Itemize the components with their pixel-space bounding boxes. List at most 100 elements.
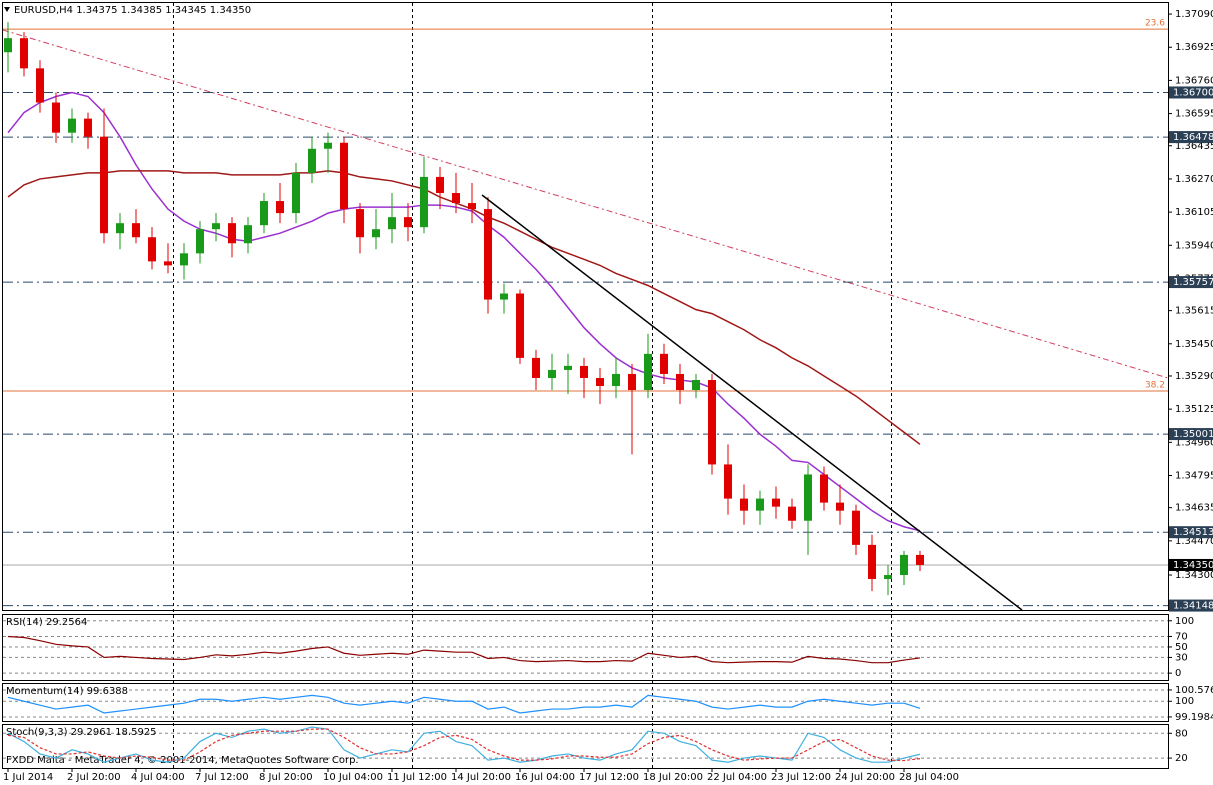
momentum-panel xyxy=(2,683,1169,722)
level-label-box xyxy=(1169,276,1213,289)
current-price-box xyxy=(1169,558,1213,571)
x-tick-label: 11 Jul 12:00 xyxy=(387,772,447,783)
y-tick-label: 100 xyxy=(1175,696,1194,707)
candle-body xyxy=(756,498,764,511)
candle-body xyxy=(468,203,476,210)
candle-body xyxy=(84,118,92,137)
stoch-panel xyxy=(2,724,1169,769)
indicator-line xyxy=(7,635,921,664)
candle-body xyxy=(196,229,204,254)
level-label-box xyxy=(1169,599,1213,612)
main-panel xyxy=(2,2,1169,611)
y-tick-label: 1.36105 xyxy=(1175,207,1213,218)
candle-body xyxy=(244,225,252,244)
candle-body xyxy=(276,201,284,214)
x-tick-label: 10 Jul 04:00 xyxy=(323,772,383,783)
panel-frames xyxy=(2,2,1169,769)
copyright: FXDD Malta - MetaTrader 4, © 2001-2014, … xyxy=(6,755,359,766)
x-tick-label: 1 Jul 2014 xyxy=(3,772,53,783)
candle-body xyxy=(100,136,108,234)
candle-body xyxy=(708,379,716,465)
candle-body xyxy=(804,474,812,521)
candle-body xyxy=(356,209,364,238)
candle-body xyxy=(660,353,668,374)
candle-body xyxy=(532,357,540,378)
x-tick-label: 18 Jul 20:00 xyxy=(643,772,703,783)
fib-label: 38.2 xyxy=(1145,381,1165,391)
candle-body xyxy=(516,293,524,358)
y-tick-label: 50 xyxy=(1175,642,1188,653)
y-tick-label: 1.36925 xyxy=(1175,42,1213,53)
x-tick-label: 28 Jul 04:00 xyxy=(899,772,959,783)
y-tick-label: 70 xyxy=(1175,631,1188,642)
indicator-line xyxy=(7,728,921,762)
plot-layer: 1.37090 1.36925 1.36760 1.36595 1.36435 1.362… xyxy=(3,9,1213,783)
candle-body xyxy=(676,373,684,391)
indicator-line xyxy=(7,726,921,763)
level-label: 1.34148 xyxy=(1173,601,1213,612)
candle-body xyxy=(36,68,44,103)
candle-body xyxy=(692,379,700,391)
y-tick-label: 100.5766 xyxy=(1175,685,1213,696)
candle-body xyxy=(116,223,124,234)
candle-body xyxy=(292,172,300,214)
candle-body xyxy=(340,142,348,210)
moving-average xyxy=(7,170,921,445)
candle-body xyxy=(452,193,460,204)
candle-body xyxy=(820,474,828,503)
fib-trendline xyxy=(2,29,1169,379)
y-tick-label: 80 xyxy=(1175,728,1188,739)
y-tick-label: 1.34470 xyxy=(1175,536,1213,547)
level-label: 1.34513 xyxy=(1173,527,1213,538)
indicator-line xyxy=(7,694,921,714)
candle-body xyxy=(644,353,652,391)
candle-body xyxy=(308,148,316,173)
candle-body xyxy=(740,498,748,511)
candle-body xyxy=(52,102,60,133)
candle-body xyxy=(180,253,188,266)
current-price-label: 1.34350 xyxy=(1173,560,1213,571)
chart-title: EURUSD,H4 1.34375 1.34385 1.34345 1.3435… xyxy=(14,5,251,16)
x-tick-label: 14 Jul 20:00 xyxy=(451,772,511,783)
candle-body xyxy=(564,365,572,370)
x-tick-label: 2 Jul 20:00 xyxy=(67,772,121,783)
candle-body xyxy=(228,223,236,244)
y-tick-label: 1.34960 xyxy=(1175,437,1213,448)
y-tick-label: 30 xyxy=(1175,652,1188,663)
x-tick-label: 16 Jul 04:00 xyxy=(515,772,575,783)
candle-body xyxy=(612,373,620,387)
candle-body xyxy=(132,223,140,238)
candle-body xyxy=(900,554,908,576)
candle-body xyxy=(148,237,156,262)
candle-body xyxy=(868,544,876,580)
x-tick-label: 8 Jul 20:00 xyxy=(259,772,313,783)
candle-body xyxy=(372,229,380,238)
y-tick-label: 0 xyxy=(1175,668,1181,679)
menu-arrow[interactable] xyxy=(4,7,10,12)
level-label-box xyxy=(1169,428,1213,441)
y-tick-label: 1.35615 xyxy=(1175,306,1213,317)
fib-label: 23.6 xyxy=(1145,19,1165,29)
candle-body xyxy=(388,217,396,230)
indicator-title: Stoch(9,3,3) 29.2961 18.5925 xyxy=(6,727,157,738)
indicator-title: Momentum(14) 99.6388 xyxy=(6,686,128,697)
candle-body xyxy=(420,176,428,228)
candle-body xyxy=(500,293,508,300)
y-tick-label: 1.34635 xyxy=(1175,503,1213,514)
candle-body xyxy=(580,365,588,378)
x-tick-label: 7 Jul 12:00 xyxy=(195,772,249,783)
y-tick-label: 1.35290 xyxy=(1175,371,1213,382)
y-tick-label: 1.35125 xyxy=(1175,404,1213,415)
y-tick-label: 1.36270 xyxy=(1175,174,1213,185)
level-label: 1.35001 xyxy=(1173,429,1213,440)
y-tick-label: 1.34795 xyxy=(1175,470,1213,481)
level-label-box xyxy=(1169,86,1213,99)
candle-body xyxy=(884,575,892,580)
candle-body xyxy=(788,506,796,521)
x-tick-label: 24 Jul 20:00 xyxy=(835,772,895,783)
moving-average xyxy=(7,91,921,532)
candle-body xyxy=(596,377,604,387)
rsi-panel xyxy=(2,614,1169,681)
